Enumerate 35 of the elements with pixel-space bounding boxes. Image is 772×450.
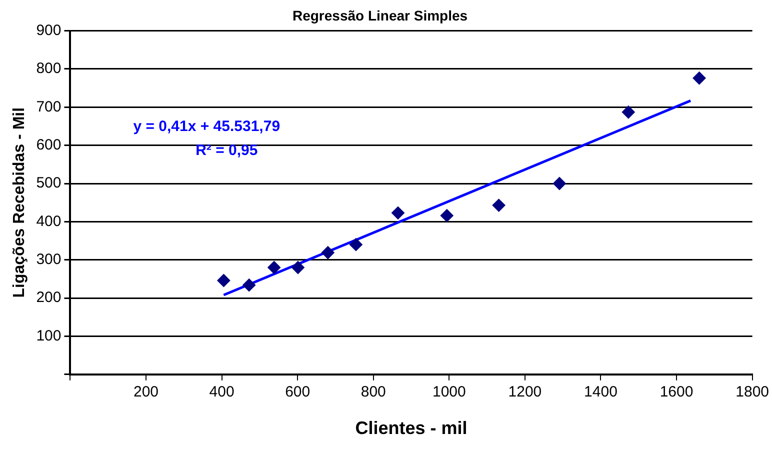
y-axis-title: Ligações Recebidas - Mil: [11, 107, 28, 298]
y-tick-label: 900: [36, 22, 62, 39]
point: [321, 246, 334, 260]
y-tick-label: 700: [36, 98, 62, 116]
y-tick-label: 500: [36, 174, 62, 192]
y-tick-label: 100: [36, 327, 62, 344]
point: [552, 177, 566, 190]
x-tick-label: 1400: [584, 384, 618, 401]
x-axis-title: Clientes - mil: [355, 418, 468, 438]
y-tick-label: 200: [36, 289, 62, 306]
point: [291, 261, 304, 274]
point: [217, 274, 230, 287]
x-tick-label: 600: [285, 384, 310, 401]
x-tick-label: 800: [360, 384, 386, 401]
annotation: R² = 0,95: [196, 142, 258, 159]
point: [268, 261, 281, 274]
y-tick-label: 400: [36, 212, 62, 230]
x-tick-label: 1800: [736, 384, 770, 401]
y-tick-label: 800: [36, 60, 62, 78]
x-tick-label: 400: [209, 384, 234, 401]
point: [242, 278, 256, 292]
x-tick-label: 1200: [508, 384, 542, 401]
x-tick-label: 1000: [432, 384, 466, 401]
point: [392, 206, 405, 220]
x-tick-label: 200: [134, 384, 159, 401]
y-tick-label: 600: [36, 136, 62, 154]
chart-title: Regressão Linear Simples: [292, 7, 468, 24]
point: [349, 238, 362, 252]
y-tick-label: 300: [36, 251, 62, 268]
point: [692, 72, 706, 85]
point: [440, 209, 454, 222]
x-tick-label: 1600: [660, 384, 694, 401]
point: [622, 106, 635, 119]
point: [492, 198, 506, 212]
annotation: y = 0,41x + 45.531,79: [133, 118, 280, 135]
